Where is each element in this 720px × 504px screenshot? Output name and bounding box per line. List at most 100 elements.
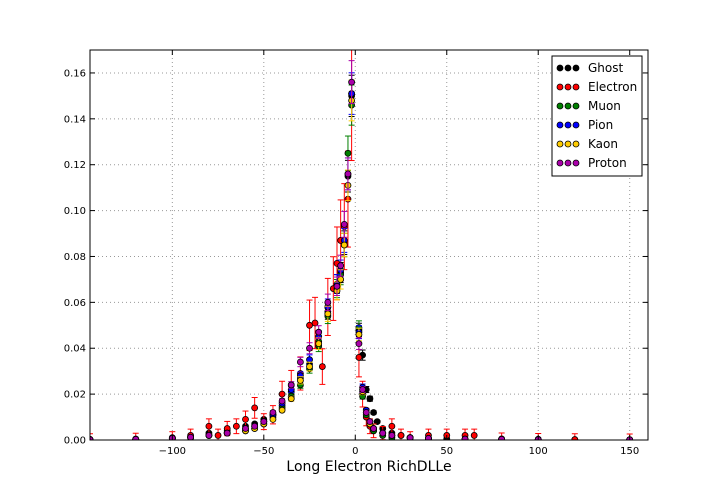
legend: Ghost Electron Muon Pion Kaon Proton [551,55,643,177]
legend-marker [572,140,580,148]
data-point [366,418,374,426]
legend-marker [564,140,572,148]
legend-marker [572,159,580,167]
legend-marker [564,64,572,72]
x-tick-label: 100 [529,446,548,457]
data-point [287,395,295,403]
data-point [355,354,363,361]
data-point [355,331,363,338]
legend-marker [556,64,564,72]
axis-ticks: −100 −50 0 50 100 150 0.00 0.02 0.04 0.06 0.08 0.10… [64,50,648,457]
data-point [397,432,405,439]
data-point [205,432,213,439]
y-tick-label: 0.08 [64,252,86,263]
data-point [406,434,414,440]
data-point [214,432,222,439]
data-point [337,262,345,270]
y-tick-label: 0.12 [64,160,86,171]
data-point [379,429,387,437]
data-point [318,363,326,370]
y-tick-label: 0.02 [64,390,86,401]
data-point [269,409,277,416]
legend-label: Ghost [588,61,623,75]
data-point [388,422,396,430]
data-point [306,344,313,352]
x-tick-label: 0 [352,446,358,457]
data-point [362,409,370,416]
data-point [251,404,259,412]
series-electron [90,50,634,440]
data-point [287,381,295,389]
data-point [359,386,366,393]
y-tick-label: 0.04 [64,344,86,355]
data-point [315,340,323,348]
legend-marker [572,121,580,129]
legend-box [551,55,643,177]
data-point [324,310,332,318]
data-points [90,50,634,440]
legend-marker [572,83,580,91]
data-point [340,241,348,249]
data-point [498,435,506,440]
legend-label: Pion [588,118,613,132]
data-point [425,434,432,440]
legend-marker [572,64,580,72]
data-point [306,363,313,370]
data-point [223,429,231,437]
data-point [242,425,249,432]
x-tick-label: 150 [620,446,639,457]
y-tick-label: 0.16 [64,68,86,79]
data-point [278,406,286,414]
data-point [132,435,140,440]
legend-marker [556,102,564,110]
data-point [388,432,396,439]
legend-marker [572,102,580,110]
x-tick-label: −100 [159,446,186,457]
data-point [324,298,332,306]
plot-frame [89,49,649,441]
legend-marker [564,83,572,91]
data-point [373,418,381,426]
legend-label: Kaon [588,137,618,151]
data-point [260,418,268,426]
data-point [187,433,195,440]
data-point [461,435,469,440]
data-point [278,390,286,398]
data-point [370,425,377,432]
legend-label: Electron [588,80,637,94]
data-point [340,220,348,228]
data-point [269,415,277,423]
data-point [370,409,377,416]
data-point [348,78,356,86]
x-tick-label: −50 [253,446,274,457]
y-tick-label: 0.10 [64,206,86,217]
data-point [333,282,341,290]
x-tick-label: 50 [440,446,453,457]
legend-marker [556,83,564,91]
data-point [242,415,249,423]
data-point [205,422,213,430]
data-point [470,432,478,439]
y-tick-label: 0.00 [64,436,86,447]
legend-label: Proton [588,156,627,170]
data-point [296,376,304,384]
data-point [366,395,374,403]
data-point [344,149,352,157]
x-axis-label: Long Electron RichDLLe [286,459,451,475]
series-pion [90,72,634,440]
data-point [355,340,363,348]
legend-marker [556,140,564,148]
y-tick-label: 0.06 [64,298,86,309]
legend-marker [556,121,564,129]
data-point [344,170,352,178]
data-point [251,422,259,430]
data-point [315,328,323,336]
series-proton [90,60,634,440]
data-point [296,358,304,366]
legend-marker [564,159,572,167]
legend-label: Muon [588,99,621,113]
data-point [311,319,319,327]
data-point [232,422,240,430]
legend-marker [556,159,564,167]
